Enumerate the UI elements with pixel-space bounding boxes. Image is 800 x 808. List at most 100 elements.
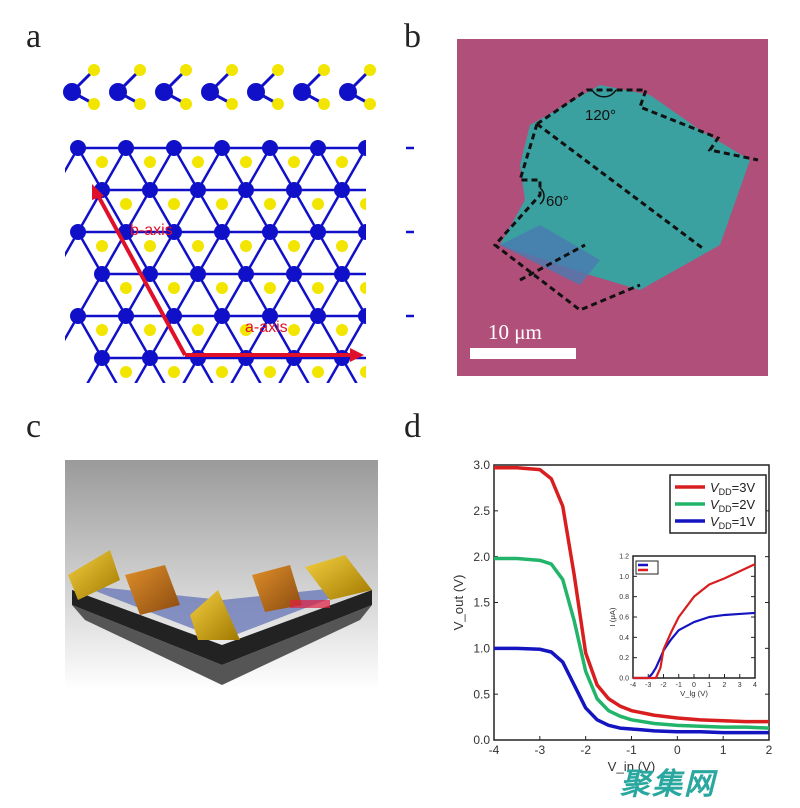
metal-atom — [63, 83, 81, 101]
chalcogen-atom — [240, 156, 252, 168]
metal-atom — [262, 308, 278, 324]
chalcogen-atom — [120, 198, 132, 210]
chalcogen-atom — [144, 324, 156, 336]
lattice-vector-arrows — [92, 184, 364, 362]
chalcogen-atom — [226, 64, 238, 76]
chalcogen-atom — [96, 156, 108, 168]
chalcogen-atom — [288, 240, 300, 252]
chalcogen-atom — [120, 366, 132, 378]
chalcogen-atom — [318, 64, 330, 76]
metal-atom — [214, 224, 230, 240]
panel-label-d: d — [404, 408, 421, 445]
x-axis-label: V_in (V) — [608, 759, 656, 774]
metal-atom — [310, 224, 326, 240]
legend-entry: VDD=2V — [710, 497, 755, 514]
x-tick-label: 2 — [766, 743, 773, 757]
chalcogen-atom — [192, 324, 204, 336]
y-tick-label: 0.5 — [473, 687, 490, 701]
copper-electrode — [252, 565, 302, 612]
metal-atom — [339, 83, 357, 101]
chalcogen-atom — [120, 282, 132, 294]
chalcogen-atom — [180, 98, 192, 110]
metal-atom — [310, 140, 326, 156]
x-tick-label: -2 — [580, 743, 591, 757]
y-tick-label: 0.8 — [619, 594, 629, 601]
watermark-logo: 聚集网 — [620, 768, 716, 801]
y-tick-label: 1.5 — [473, 596, 490, 610]
metal-atom — [262, 224, 278, 240]
scale-bar-label: 10 μm — [488, 320, 542, 344]
metal-atom — [118, 308, 134, 324]
metal-atom — [190, 182, 206, 198]
metal-atom — [293, 83, 311, 101]
y-tick-label: 0.6 — [619, 614, 629, 621]
chalcogen-atom — [312, 282, 324, 294]
b-axis-label: b-axis — [130, 222, 173, 239]
chalcogen-atom — [168, 366, 180, 378]
chalcogen-atom — [144, 240, 156, 252]
inset-legend — [635, 560, 659, 575]
x-tick-label: -2 — [660, 682, 666, 689]
legend-entry: VDD=3V — [710, 480, 755, 497]
angle-60-label: 60° — [546, 193, 569, 210]
x-tick-label: 2 — [723, 682, 727, 689]
chalcogen-atom — [168, 198, 180, 210]
metal-atom — [238, 182, 254, 198]
chalcogen-atom — [264, 366, 276, 378]
chalcogen-atom — [318, 98, 330, 110]
metal-atom — [166, 308, 182, 324]
chalcogen-atom — [240, 240, 252, 252]
chalcogen-atom — [336, 324, 348, 336]
chalcogen-atom — [216, 198, 228, 210]
x-tick-label: -4 — [630, 682, 636, 689]
chalcogen-atom — [364, 98, 376, 110]
metal-atom — [166, 140, 182, 156]
y-tick-label: 2.0 — [473, 550, 490, 564]
panel-label-a: a — [26, 18, 42, 55]
metal-atom — [142, 266, 158, 282]
metal-atom — [286, 266, 302, 282]
a-axis-label: a-axis — [245, 319, 288, 336]
legend-entry: VDD=1V — [710, 514, 755, 531]
metal-atom — [155, 83, 173, 101]
chalcogen-atom — [144, 156, 156, 168]
metal-atom — [190, 266, 206, 282]
chalcogen-atom — [216, 366, 228, 378]
chalcogen-atom — [134, 98, 146, 110]
x-tick-label: 4 — [753, 682, 757, 689]
chalcogen-atom — [134, 64, 146, 76]
panel-label-b: b — [404, 18, 421, 55]
x-tick-label: 3 — [738, 682, 742, 689]
chalcogen-atom — [264, 198, 276, 210]
copper-electrode — [125, 565, 180, 615]
chalcogen-atom — [272, 64, 284, 76]
x-tick-label: 1 — [707, 682, 711, 689]
metal-atom — [142, 350, 158, 366]
metal-atom — [238, 266, 254, 282]
metal-atom — [334, 266, 350, 282]
metal-atom — [201, 83, 219, 101]
metal-atom — [94, 350, 110, 366]
gold-electrode — [190, 590, 240, 640]
x-tick-label: -1 — [676, 682, 682, 689]
metal-atom — [214, 308, 230, 324]
chalcogen-atom — [88, 98, 100, 110]
y-tick-label: 0.0 — [473, 733, 490, 747]
flake-bilayer — [500, 225, 600, 285]
chalcogen-atom — [96, 324, 108, 336]
y-tick-label: 0.2 — [619, 655, 629, 662]
chalcogen-atom — [88, 64, 100, 76]
top-view-lattice — [0, 130, 414, 413]
chalcogen-atom — [272, 98, 284, 110]
metal-atom — [70, 224, 86, 240]
chalcogen-atom — [96, 240, 108, 252]
chalcogen-atom — [288, 156, 300, 168]
y-tick-label: 1.2 — [619, 553, 629, 560]
x-tick-label: 0 — [674, 743, 681, 757]
y-tick-label: 0.0 — [619, 675, 629, 682]
metal-atom — [142, 182, 158, 198]
y-tick-label: 3.0 — [473, 458, 490, 472]
metal-atom — [118, 140, 134, 156]
